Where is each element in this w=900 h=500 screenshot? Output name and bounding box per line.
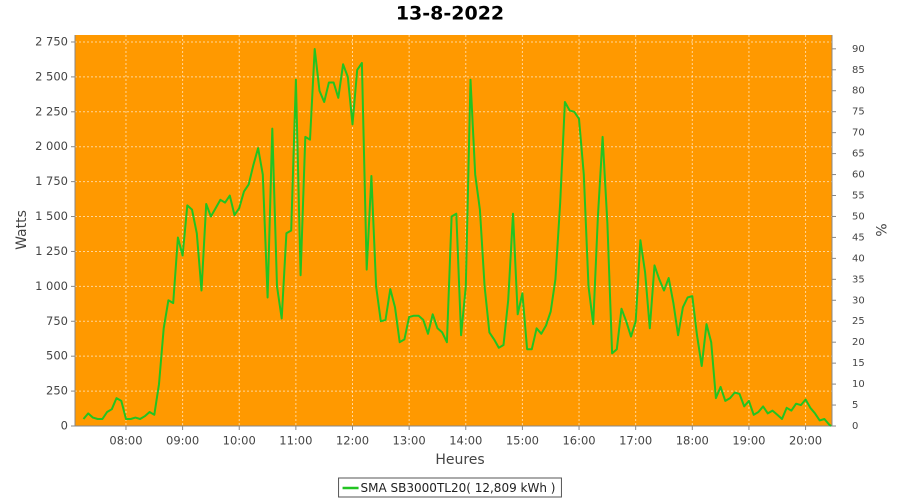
y2-tick-label: 45: [852, 232, 865, 243]
y-tick-label: 2 750: [35, 34, 68, 48]
y2-tick-label: 65: [852, 149, 865, 160]
y-tick-label: 2 500: [35, 69, 68, 83]
x-tick-label: 09:00: [166, 434, 199, 448]
y2-tick-label: 50: [852, 211, 865, 222]
y2-tick-label: 70: [852, 128, 865, 139]
y2-tick-label: 35: [852, 274, 865, 285]
y-tick-label: 2 250: [35, 104, 68, 118]
y2-tick-label: 0: [852, 421, 858, 432]
x-tick-label: 19:00: [732, 434, 765, 448]
x-tick-label: 18:00: [676, 434, 709, 448]
x-tick-label: 13:00: [393, 434, 426, 448]
x-tick-label: 16:00: [562, 434, 595, 448]
legend-box: [338, 477, 562, 498]
y2-tick-label: 25: [852, 316, 865, 327]
y2-tick-label: 15: [852, 358, 865, 369]
y2-tick-label: 55: [852, 191, 865, 202]
x-tick-label: 14:00: [449, 434, 482, 448]
y-tick-label: 1 500: [35, 209, 68, 223]
chart-title: 13-8-2022: [396, 3, 504, 25]
y2-tick-label: 20: [852, 337, 865, 348]
y2-tick-label: 60: [852, 170, 865, 181]
x-tick-label: 17:00: [619, 434, 652, 448]
y2-tick-label: 90: [852, 44, 865, 55]
y2-tick-label: 85: [852, 65, 865, 76]
x-tick-label: 10:00: [223, 434, 256, 448]
y-tick-label: 250: [46, 384, 68, 398]
legend: SMA SB3000TL20( 12,809 kWh ): [338, 477, 562, 498]
y-tick-label: 0: [61, 419, 68, 433]
x-tick-label: 12:00: [336, 434, 369, 448]
y2-tick-label: 80: [852, 86, 865, 97]
x-tick-label: 08:00: [109, 434, 142, 448]
y2-tick-label: 10: [852, 379, 865, 390]
y2-tick-label: 30: [852, 295, 865, 306]
y-tick-label: 1 250: [35, 244, 68, 258]
x-tick-label: 11:00: [279, 434, 312, 448]
y2-axis-label: %: [872, 223, 888, 236]
y-tick-label: 1 750: [35, 174, 68, 188]
y-tick-label: 1 000: [35, 279, 68, 293]
y2-tick-label: 40: [852, 253, 865, 264]
x-tick-label: 20:00: [789, 434, 822, 448]
y-tick-label: 500: [46, 349, 68, 363]
y-tick-label: 2 000: [35, 139, 68, 153]
x-axis-label: Heures: [435, 452, 484, 468]
y2-tick-label: 75: [852, 107, 865, 118]
plot-background: [75, 35, 832, 426]
y2-tick-label: 5: [852, 400, 858, 411]
x-tick-label: 15:00: [506, 434, 539, 448]
y-axis-label: Watts: [14, 210, 30, 250]
data-line: [82, 48, 832, 427]
y-tick-label: 750: [46, 314, 68, 328]
legend-label: SMA SB3000TL20( 12,809 kWh ): [361, 481, 556, 495]
